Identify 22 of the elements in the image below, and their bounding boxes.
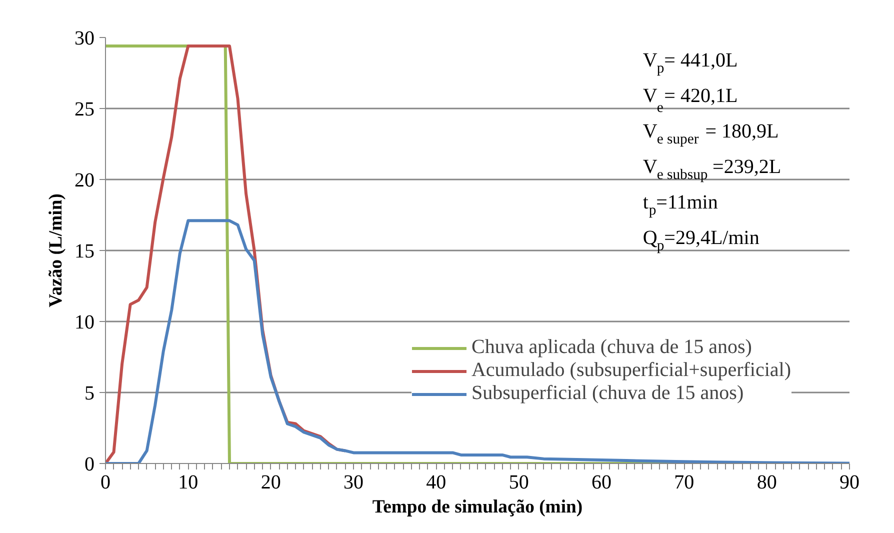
y-tick-label: 30 [74,28,94,50]
x-tick-label: 10 [178,472,198,494]
x-tick-label: 0 [100,472,110,494]
x-tick-label: 80 [756,472,777,494]
x-tick-label: 90 [840,472,860,494]
y-axis-title: Vazão (L/min) [46,194,66,308]
y-tick-label: 10 [74,312,94,334]
legend-label: Subsuperficial (chuva de 15 anos) [471,382,744,405]
y-tick-label: 15 [74,240,94,262]
x-tick-label: 20 [260,472,281,494]
x-tick-label: 30 [344,472,364,494]
x-tick-label: 50 [508,472,529,494]
y-tick-label: 5 [84,382,94,404]
y-tick-label: 20 [74,170,94,192]
x-tick-label: 40 [426,472,446,494]
legend-label: Chuva aplicada (chuva de 15 anos) [471,336,752,359]
legend-label: Acumulado (subsuperficial+superficial) [471,359,791,382]
x-axis-title: Tempo de simulação (min) [372,496,583,518]
x-tick-label: 70 [674,472,694,494]
y-tick-label: 0 [84,454,94,476]
y-tick-label: 25 [74,98,94,120]
x-tick-label: 60 [592,472,612,494]
